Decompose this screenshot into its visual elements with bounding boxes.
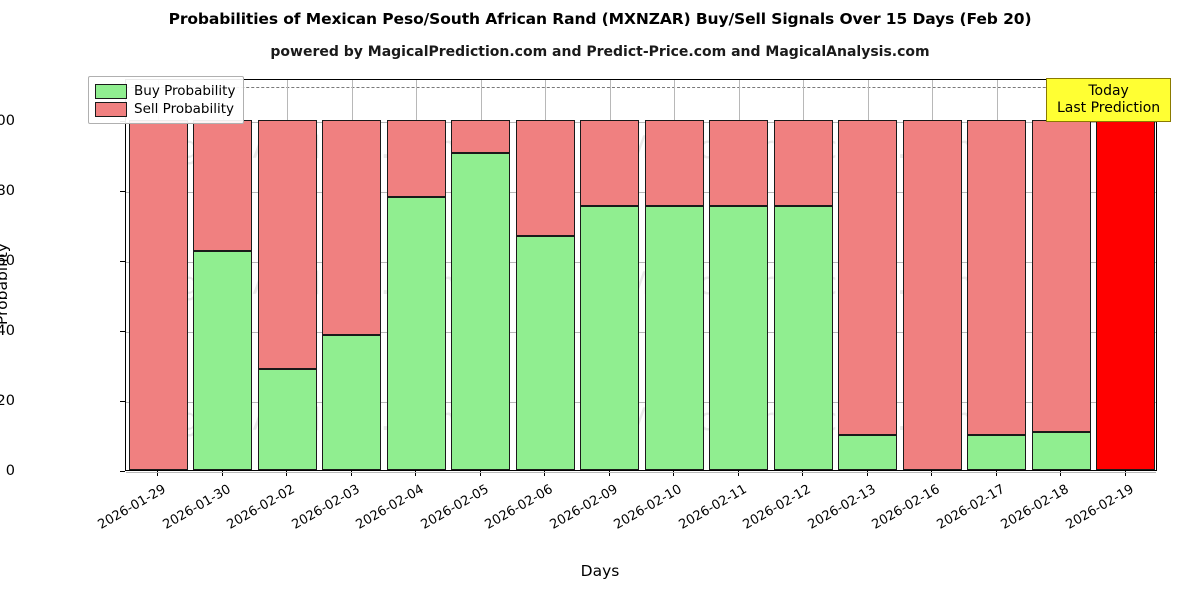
bar-segment-buy[interactable]: [838, 435, 898, 470]
y-axis-tick-mark: [120, 401, 125, 402]
bar-segment-sell[interactable]: [838, 120, 898, 435]
bar-group[interactable]: [451, 78, 511, 470]
bar-segment-sell[interactable]: [193, 120, 253, 252]
bar-group[interactable]: [902, 78, 962, 470]
bar-segment-sell[interactable]: [386, 120, 446, 197]
bar-segment-sell[interactable]: [773, 120, 833, 206]
bar-segment-buy[interactable]: [580, 205, 640, 470]
x-axis-tick-mark: [479, 471, 481, 476]
today-annotation-line1: Today: [1088, 83, 1129, 99]
y-axis-tick-label: 40: [0, 323, 15, 339]
bar-group[interactable]: [838, 78, 898, 470]
bar-group[interactable]: [257, 78, 317, 470]
x-axis-tick-mark: [1124, 471, 1126, 476]
x-axis-tick-mark: [673, 471, 675, 476]
x-axis-tick-mark: [802, 471, 804, 476]
bar-segment-sell[interactable]: [902, 120, 962, 470]
x-axis-tick-mark: [931, 471, 933, 476]
bar-group[interactable]: [1031, 78, 1091, 470]
gridline-horizontal: [126, 122, 1156, 123]
y-axis-tick-mark: [120, 261, 125, 262]
plot-area: MagicalAnalysis.comMagicalPrediction.com…: [125, 79, 1157, 473]
x-axis-tick-mark: [221, 471, 223, 476]
gridline-horizontal: [126, 402, 1156, 403]
bar-group[interactable]: [128, 78, 188, 470]
bar-group[interactable]: [386, 78, 446, 470]
x-axis-tick-mark: [286, 471, 288, 476]
bar-series-layer: [126, 80, 1156, 470]
y-axis-tick-mark: [120, 331, 125, 332]
x-axis-tick-mark: [1060, 471, 1062, 476]
y-axis-tick-label: 20: [0, 393, 15, 409]
chart-title: Probabilities of Mexican Peso/South Afri…: [168, 10, 1032, 28]
y-axis-tick-label: 100: [0, 113, 15, 129]
y-axis-tick-label: 60: [0, 253, 15, 269]
bar-segment-buy[interactable]: [451, 153, 511, 470]
bar-group[interactable]: [193, 78, 253, 470]
bar-group[interactable]: [1096, 78, 1156, 470]
bar-group[interactable]: [773, 78, 833, 470]
x-axis-tick-mark: [866, 471, 868, 476]
bar-segment-buy[interactable]: [1031, 431, 1091, 470]
x-axis-tick-mark: [350, 471, 352, 476]
bar-segment-buy[interactable]: [773, 205, 833, 470]
x-axis-tick-mark: [415, 471, 417, 476]
bar-segment-today[interactable]: [1096, 120, 1156, 470]
bar-segment-sell[interactable]: [322, 120, 382, 336]
gridline-horizontal: [126, 472, 1156, 473]
x-axis-tick-mark: [608, 471, 610, 476]
gridline-horizontal: [126, 192, 1156, 193]
bar-segment-sell[interactable]: [257, 120, 317, 369]
bar-group[interactable]: [322, 78, 382, 470]
chart-legend: Buy Probability Sell Probability: [88, 76, 245, 124]
legend-item-buy: Buy Probability: [95, 82, 235, 100]
bar-group[interactable]: [515, 78, 575, 470]
y-axis-tick-label: 80: [0, 183, 15, 199]
bar-segment-buy[interactable]: [515, 235, 575, 470]
legend-swatch-buy-icon: [95, 83, 127, 99]
x-axis-tick-mark: [737, 471, 739, 476]
bar-segment-buy[interactable]: [644, 205, 704, 470]
bar-segment-sell[interactable]: [515, 120, 575, 236]
bar-segment-buy[interactable]: [386, 197, 446, 470]
bar-segment-buy[interactable]: [967, 435, 1027, 470]
bar-group[interactable]: [709, 78, 769, 470]
bar-segment-buy[interactable]: [257, 368, 317, 470]
today-annotation-line2: Last Prediction: [1057, 99, 1161, 116]
x-axis-tick-mark: [544, 471, 546, 476]
bar-segment-sell[interactable]: [644, 120, 704, 206]
y-axis-tick-mark: [120, 191, 125, 192]
bar-group[interactable]: [644, 78, 704, 470]
gridline-horizontal: [126, 262, 1156, 263]
gridline-dashed-top: [126, 87, 1156, 88]
bar-group[interactable]: [580, 78, 640, 470]
legend-label-sell: Sell Probability: [134, 101, 235, 117]
bar-segment-sell[interactable]: [709, 120, 769, 206]
bar-segment-sell[interactable]: [451, 120, 511, 154]
legend-item-sell: Sell Probability: [95, 100, 235, 118]
chart-subtitle: powered by MagicalPrediction.com and Pre…: [270, 44, 930, 60]
y-axis-tick-label: 0: [5, 463, 15, 479]
legend-swatch-sell-icon: [95, 101, 127, 117]
legend-label-buy: Buy Probability: [134, 83, 236, 99]
bar-segment-sell[interactable]: [967, 120, 1027, 435]
gridline-horizontal: [126, 332, 1156, 333]
x-axis-tick-mark: [995, 471, 997, 476]
bar-group[interactable]: [967, 78, 1027, 470]
today-annotation-box: Today Last Prediction: [1046, 78, 1172, 123]
x-axis-tick-mark: [157, 471, 159, 476]
bar-segment-sell[interactable]: [580, 120, 640, 206]
bar-segment-buy[interactable]: [193, 251, 253, 470]
bar-segment-buy[interactable]: [709, 205, 769, 470]
bar-segment-sell[interactable]: [1031, 120, 1091, 432]
bar-segment-buy[interactable]: [322, 335, 382, 470]
y-axis-tick-mark: [120, 471, 125, 472]
bar-segment-sell[interactable]: [128, 120, 188, 470]
x-axis-label: Days: [580, 562, 620, 580]
